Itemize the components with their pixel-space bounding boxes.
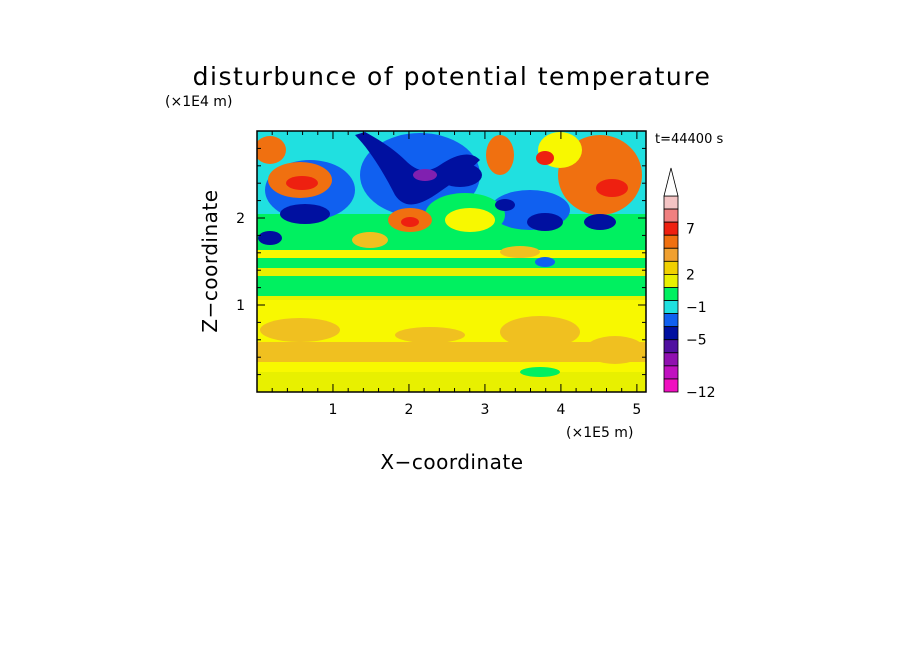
orange-blob <box>260 318 340 342</box>
orange-blob <box>585 336 645 364</box>
colorbar-swatch <box>663 260 679 275</box>
x-axis-unit: (×1E5 m) <box>566 425 633 441</box>
y-axis-unit: (×1E4 m) <box>165 94 232 110</box>
colorbar-swatch <box>663 195 679 210</box>
navy-blob <box>280 204 330 224</box>
colorbar-level-label: 7 <box>686 222 695 238</box>
orange-blob <box>500 316 580 348</box>
x-tick-label: 4 <box>556 402 565 418</box>
colorbar <box>663 167 679 393</box>
navy-blob <box>438 163 482 187</box>
red-patch <box>286 176 318 190</box>
green-band <box>257 258 646 268</box>
colorbar-swatch <box>663 234 679 249</box>
chart-title: disturbunce of potential temperature <box>193 62 712 91</box>
cyan-patch <box>520 367 560 377</box>
orange-blob <box>395 327 465 343</box>
colorbar-swatch <box>663 352 679 367</box>
yellow-streak <box>257 250 646 258</box>
red-patch <box>536 151 554 165</box>
purple-blob <box>413 169 437 181</box>
x-tick-label: 5 <box>632 402 641 418</box>
navy-blob <box>527 213 563 231</box>
bottom-yellow-strip <box>257 372 646 392</box>
x-tick-label: 3 <box>480 402 489 418</box>
x-axis-ticks: 1 2 3 4 5 <box>271 131 641 418</box>
colorbar-swatch <box>663 208 679 223</box>
x-axis-label: X−coordinate <box>380 450 523 474</box>
colorbar-extend-arrow <box>663 167 679 197</box>
red-patch <box>596 179 628 197</box>
colorbar-swatch <box>663 247 679 262</box>
colorbar-swatch <box>663 326 679 341</box>
colorbar-level-label: −1 <box>686 300 707 316</box>
yellow-streak <box>257 268 646 276</box>
colorbar-swatch <box>663 221 679 236</box>
colorbar-swatch <box>663 365 679 380</box>
x-tick-label: 2 <box>404 402 413 418</box>
colorbar-level-label: 2 <box>686 267 695 283</box>
time-label: t=44400 s <box>655 132 723 147</box>
colorbar-level-label: −12 <box>686 385 716 401</box>
green-band <box>257 236 646 250</box>
green-band <box>257 276 646 296</box>
y-axis-label: Z−coordinate <box>198 189 222 332</box>
colorbar-swatch <box>663 273 679 288</box>
blue-patch <box>535 257 555 267</box>
colorbar-swatch <box>663 378 679 393</box>
yellow-patch <box>445 208 495 232</box>
navy-blob <box>495 199 515 211</box>
orange-patch <box>257 136 286 164</box>
colorbar-level-label: −5 <box>686 333 707 349</box>
navy-blob <box>355 132 480 205</box>
y-axis-ticks: 12 <box>236 147 646 376</box>
navy-blob <box>258 231 282 245</box>
y-tick-label: 2 <box>236 211 245 227</box>
contour-field <box>257 131 646 392</box>
colorbar-swatch <box>663 339 679 354</box>
colorbar-swatch <box>663 313 679 328</box>
colorbar-swatch <box>663 300 679 314</box>
red-patch <box>401 217 419 227</box>
plot-frame <box>256 130 647 393</box>
orange-patch <box>352 232 388 248</box>
x-tick-label: 1 <box>329 402 338 418</box>
y-tick-label: 1 <box>236 298 245 314</box>
navy-blob <box>584 214 616 230</box>
colorbar-labels: 7 2 −1 −5 −12 <box>686 222 716 401</box>
orange-patch <box>500 246 540 258</box>
orange-patch <box>486 135 514 175</box>
colorbar-swatch <box>663 287 679 301</box>
